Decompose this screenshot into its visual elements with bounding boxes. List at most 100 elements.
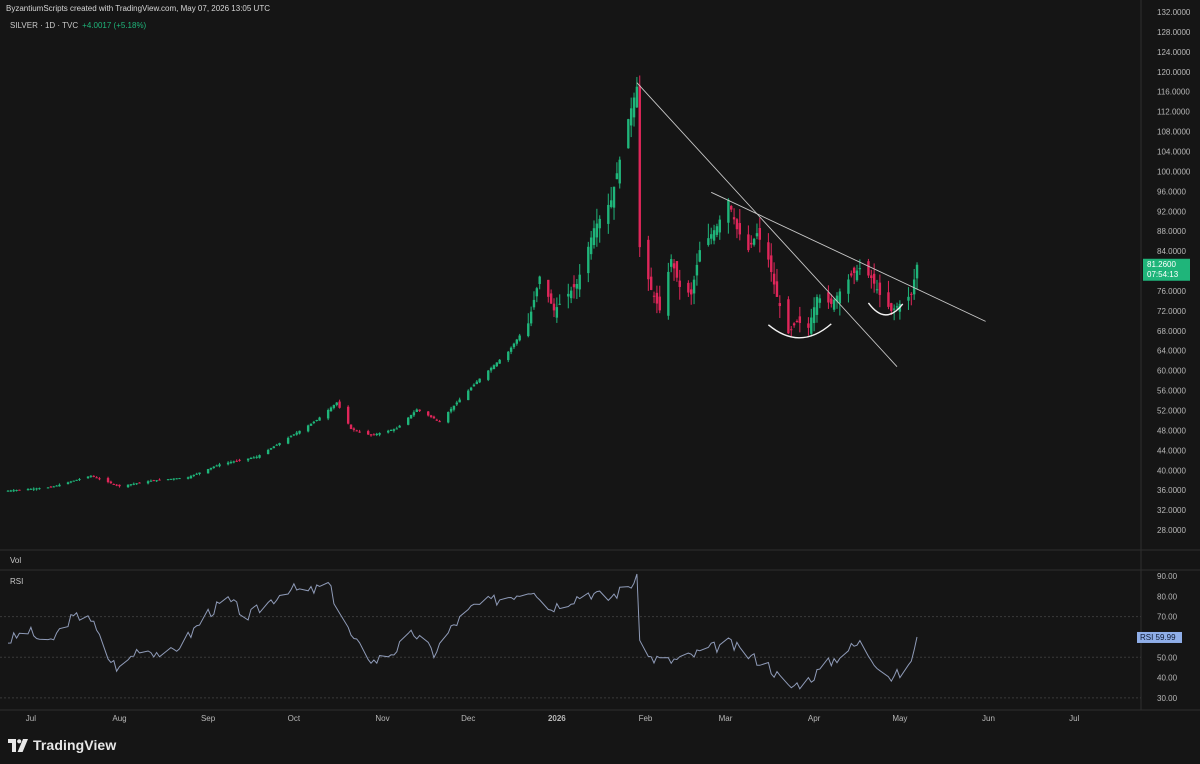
time-tick-label: Dec — [461, 714, 475, 723]
candle-body — [818, 298, 822, 303]
candle-body — [206, 469, 210, 474]
candle-body — [698, 250, 701, 262]
candle-body — [532, 299, 536, 308]
rsi-tick-label: 90.00 — [1157, 572, 1178, 581]
candle-body — [447, 412, 450, 423]
time-tick-label: Jun — [982, 714, 995, 723]
candle-body — [638, 85, 641, 248]
candle-body — [887, 292, 890, 307]
tradingview-logo-icon — [8, 738, 28, 752]
candle-body — [752, 238, 756, 245]
candle-body — [552, 303, 556, 311]
candle-body — [329, 407, 333, 412]
candle-body — [767, 242, 770, 260]
price-tick-label: 100.0000 — [1157, 167, 1191, 176]
candle-body — [758, 228, 762, 240]
candle-body — [667, 271, 670, 316]
candle-body — [118, 484, 121, 487]
candle-body — [747, 234, 750, 251]
rsi-pane-label[interactable]: RSI — [10, 577, 24, 586]
candle-body — [238, 459, 241, 461]
candle-body — [149, 480, 153, 482]
candle-body — [469, 387, 473, 391]
candle-body — [155, 480, 158, 482]
candle-body — [678, 280, 681, 287]
candle-body — [418, 409, 421, 412]
candle-body — [69, 481, 73, 483]
candle-body — [858, 268, 862, 270]
candle-body — [878, 282, 882, 295]
candle-body — [369, 434, 373, 436]
price-change: +4.0017 (+5.18%) — [82, 21, 147, 30]
price-tick-label: 32.0000 — [1157, 506, 1186, 515]
candle-body — [372, 434, 376, 436]
candle-body — [375, 433, 378, 436]
candle-body — [872, 273, 876, 284]
candle-body — [195, 473, 198, 475]
candle-body — [289, 436, 293, 438]
candle-body — [692, 279, 696, 294]
candle-body — [635, 86, 639, 108]
candle-body — [438, 421, 441, 423]
candle-body — [272, 446, 276, 449]
candle-body — [432, 416, 436, 419]
countdown-label: 07:54:13 — [1147, 270, 1179, 279]
candle-body — [775, 281, 779, 297]
candle-body — [578, 274, 581, 290]
candle-body — [730, 205, 733, 210]
candle-body — [409, 414, 413, 419]
candle-body — [812, 307, 816, 324]
candle-body — [492, 365, 496, 370]
candle-body — [229, 462, 233, 464]
time-tick-label: Jul — [26, 714, 36, 723]
candle-body — [892, 308, 896, 310]
candle-body — [75, 479, 78, 481]
candle-body — [615, 173, 619, 180]
rsi-tick-label: 70.00 — [1157, 613, 1178, 622]
candle-body — [569, 290, 573, 299]
candle-body — [632, 97, 636, 118]
candle-body — [627, 119, 630, 149]
price-tick-label: 76.0000 — [1157, 287, 1186, 296]
candle-body — [515, 339, 519, 344]
price-tick-label: 72.0000 — [1157, 307, 1186, 316]
candle-body — [132, 483, 135, 485]
candle-body — [298, 430, 301, 434]
symbol-legend: SILVER · 1D · TVC +4.0017 (+5.18%) — [10, 21, 146, 30]
candle-body — [38, 488, 41, 490]
candle-body — [609, 200, 613, 207]
volume-pane-label[interactable]: Vol — [10, 556, 22, 565]
candle-body — [309, 423, 313, 426]
trendline — [636, 82, 898, 367]
candle-body — [489, 367, 493, 371]
candle-body — [629, 108, 633, 126]
candle-body — [558, 303, 561, 305]
candle-body — [790, 329, 793, 331]
candle-body — [355, 430, 358, 432]
candle-body — [332, 405, 336, 408]
candle-body — [29, 488, 33, 490]
candle-body — [718, 219, 721, 233]
candle-body — [258, 455, 261, 458]
candle-body — [306, 425, 310, 432]
tradingview-brand[interactable]: TradingView — [8, 737, 116, 753]
price-tick-label: 84.0000 — [1157, 247, 1186, 256]
candle-body — [538, 276, 541, 285]
rsi-value-tag — [1137, 631, 1182, 643]
candle-body — [547, 279, 550, 297]
candle-body — [572, 284, 576, 288]
candle-body — [6, 490, 10, 492]
candle-body — [86, 476, 90, 479]
candle-body — [512, 343, 516, 348]
candle-body — [15, 490, 18, 492]
candle-body — [178, 478, 181, 480]
candle-body — [567, 293, 570, 297]
candle-body — [335, 402, 338, 406]
candle-body — [612, 186, 616, 208]
candle-body — [815, 296, 819, 315]
candle-body — [55, 485, 58, 487]
candle-body — [35, 488, 38, 490]
time-tick-label: May — [892, 714, 907, 723]
candle-body — [795, 320, 799, 322]
